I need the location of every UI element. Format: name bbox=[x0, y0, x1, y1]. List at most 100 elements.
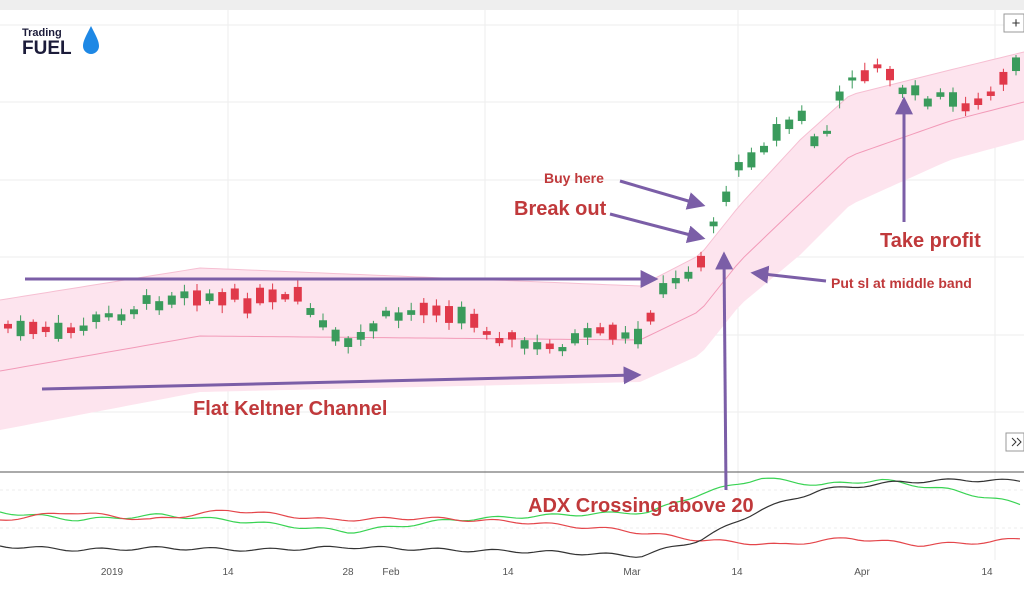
candle-body bbox=[218, 292, 227, 306]
x-tick-label: 14 bbox=[731, 567, 743, 578]
arrow bbox=[41, 366, 642, 391]
annotation: Break out bbox=[514, 198, 607, 220]
candle-body bbox=[671, 278, 680, 284]
candle-body bbox=[835, 91, 844, 101]
arrow bbox=[619, 179, 706, 210]
adx-line bbox=[0, 477, 1021, 534]
candle-body bbox=[646, 312, 655, 322]
candle-body bbox=[79, 325, 88, 331]
candle-body bbox=[4, 323, 12, 329]
candle-body bbox=[533, 342, 542, 350]
candle-body bbox=[382, 310, 390, 317]
channel-fill bbox=[0, 52, 1024, 430]
candle-body bbox=[319, 320, 327, 328]
candle-body bbox=[344, 338, 353, 347]
candle-body bbox=[571, 333, 579, 344]
arrow bbox=[750, 265, 827, 284]
candle-body bbox=[16, 320, 25, 337]
top-strip bbox=[0, 0, 1024, 10]
candle-body bbox=[860, 70, 869, 82]
channel-upper bbox=[0, 51, 1024, 301]
x-tick-label: 14 bbox=[981, 567, 993, 578]
candle-body bbox=[747, 152, 756, 168]
logo-text: Trading bbox=[22, 27, 62, 39]
keltner-channel bbox=[0, 51, 1024, 430]
scroll-button[interactable] bbox=[1005, 432, 1024, 452]
zoom-button[interactable] bbox=[1003, 13, 1024, 33]
candle-body bbox=[848, 77, 857, 81]
candle-body bbox=[356, 332, 365, 340]
candle-body bbox=[596, 327, 605, 334]
candle-body bbox=[520, 340, 529, 349]
candle-body bbox=[760, 145, 768, 153]
candle-body bbox=[734, 162, 743, 171]
candle-body bbox=[407, 310, 416, 315]
candle-body bbox=[785, 119, 794, 130]
candle-body bbox=[369, 323, 378, 332]
candle-body bbox=[281, 294, 290, 300]
candle-body bbox=[419, 302, 428, 316]
x-axis: 2019 14 28 Feb 14 Mar 14 Apr 14 bbox=[101, 567, 993, 578]
candle-body bbox=[936, 92, 945, 97]
annotation: Flat Keltner Channel bbox=[193, 398, 387, 420]
candle-body bbox=[709, 221, 718, 227]
arrow bbox=[609, 212, 706, 244]
candle-body bbox=[92, 314, 101, 323]
candle-body bbox=[293, 286, 302, 302]
candle-body bbox=[621, 332, 630, 339]
adx-line bbox=[0, 478, 1021, 558]
candle-body bbox=[873, 64, 882, 69]
x-tick-label: Mar bbox=[623, 567, 641, 578]
candle-body bbox=[961, 103, 970, 112]
x-tick-label: Apr bbox=[854, 567, 870, 578]
x-tick-label: 28 bbox=[342, 567, 354, 578]
candle-body bbox=[608, 324, 617, 340]
candle-body bbox=[583, 328, 592, 338]
x-tick-label: Feb bbox=[382, 567, 400, 578]
candle-body bbox=[545, 343, 554, 350]
candle-body bbox=[432, 305, 441, 316]
candle-body bbox=[949, 92, 957, 107]
candle-body bbox=[54, 322, 63, 339]
candle-body bbox=[243, 298, 252, 314]
candles bbox=[4, 55, 1020, 357]
candle-body bbox=[445, 306, 453, 323]
candle-body bbox=[193, 290, 201, 306]
candle-body bbox=[394, 312, 403, 321]
zoom-label[interactable]: + bbox=[1012, 15, 1021, 32]
candle-body bbox=[722, 191, 731, 202]
x-tick-label: 14 bbox=[222, 567, 234, 578]
arrow bbox=[715, 251, 734, 491]
candle-body bbox=[810, 136, 819, 147]
candle-body bbox=[457, 306, 466, 324]
candle-body bbox=[923, 98, 932, 107]
candle-body bbox=[230, 288, 239, 300]
adx-line bbox=[0, 509, 1021, 547]
candle-body bbox=[911, 85, 920, 96]
annotation: ADX Crossing above 20 bbox=[528, 495, 754, 517]
candle-body bbox=[306, 308, 315, 315]
candle-body bbox=[167, 295, 176, 305]
candle-body bbox=[41, 326, 50, 333]
candle-body bbox=[772, 124, 781, 141]
candle-body bbox=[331, 329, 340, 342]
candle-body bbox=[999, 71, 1008, 85]
logo-text: FUEL bbox=[22, 38, 72, 59]
candle-body bbox=[482, 331, 491, 335]
candle-body bbox=[986, 91, 995, 96]
candle-body bbox=[29, 321, 38, 335]
candle-body bbox=[104, 313, 113, 318]
candle-body bbox=[886, 68, 894, 81]
candle-body bbox=[659, 283, 668, 295]
candle-body bbox=[697, 255, 705, 268]
candle-body bbox=[974, 98, 983, 106]
candle-body bbox=[508, 332, 516, 340]
candle-body bbox=[823, 130, 831, 134]
candle-body bbox=[180, 291, 189, 299]
logo-drop bbox=[83, 26, 99, 54]
annotation: Take profit bbox=[880, 230, 981, 252]
candle-body bbox=[256, 287, 264, 304]
candle-body bbox=[898, 87, 907, 95]
